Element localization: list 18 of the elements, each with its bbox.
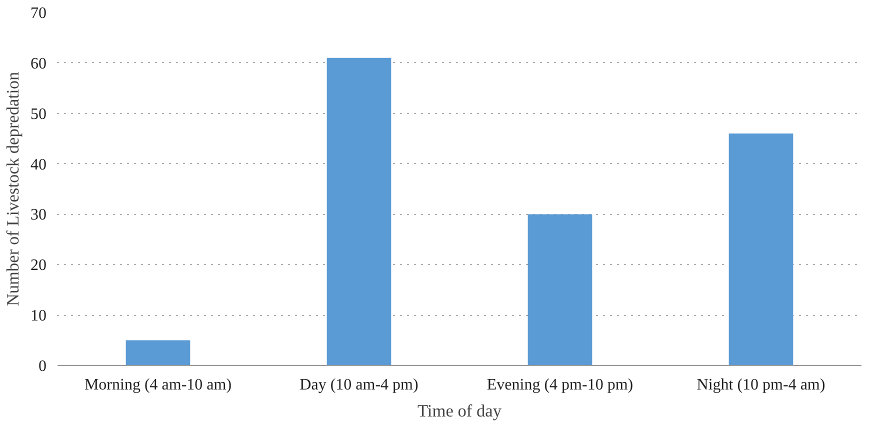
bar: [528, 214, 592, 366]
x-tick-label: Night (10 pm-4 am): [696, 376, 826, 394]
y-tick-label: 40: [30, 156, 46, 174]
y-axis-title: Number of Livestock depredation: [4, 71, 22, 306]
y-tick-label: 20: [30, 257, 46, 274]
y-tick-label: 30: [30, 206, 46, 224]
x-axis-title: Time of day: [417, 402, 502, 420]
y-tick-label: 50: [30, 106, 46, 123]
bar: [728, 134, 794, 366]
x-tick-label: Morning (4 am-10 am): [84, 376, 232, 394]
y-tick-label: 0: [38, 358, 46, 375]
y-tick-label: 70: [30, 5, 46, 22]
x-tick-label: Day (10 am-4 pm): [300, 376, 418, 394]
bar: [326, 58, 392, 366]
y-tick-label: 10: [30, 308, 46, 325]
y-tick-label: 60: [30, 55, 46, 72]
bar: [126, 340, 190, 366]
x-tick-label: Evening (4 pm-10 pm): [486, 376, 634, 394]
